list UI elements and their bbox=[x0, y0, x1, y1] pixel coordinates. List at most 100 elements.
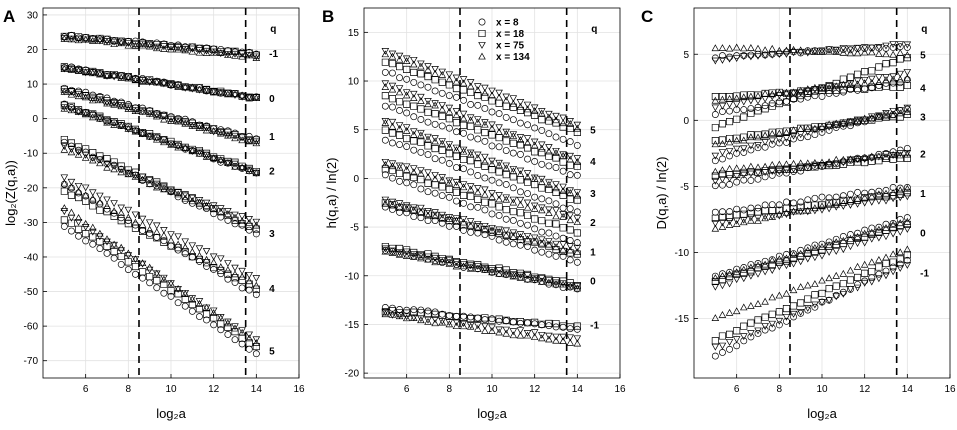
chart-a-data-point bbox=[181, 45, 190, 53]
chart-a-data-point bbox=[195, 85, 204, 93]
chart-a-data-point bbox=[195, 199, 203, 207]
chart-b-data-point bbox=[502, 215, 510, 223]
chart-b-data-point bbox=[395, 163, 404, 171]
chart-c-data-point bbox=[811, 248, 819, 256]
chart-c-data-point bbox=[711, 283, 720, 291]
chart-b-data-point bbox=[452, 179, 461, 186]
chart-a-data-point bbox=[103, 35, 111, 43]
chart-a-data-point bbox=[231, 132, 239, 140]
chart-b-data-point bbox=[509, 217, 517, 224]
chart-c-data-point bbox=[839, 159, 848, 167]
chart-c-data-point bbox=[803, 85, 812, 93]
chart-c-data-point bbox=[775, 263, 784, 271]
chart-c-data-point bbox=[889, 192, 897, 200]
chart-b-data-point bbox=[438, 256, 447, 264]
chart-c-data-point bbox=[761, 46, 769, 54]
chart-a-q-label: 4 bbox=[269, 284, 275, 295]
chart-a-data-point bbox=[88, 156, 97, 164]
chart-a-data-point bbox=[245, 93, 254, 101]
chart-c-data-point bbox=[711, 314, 720, 321]
chart-c-data-point bbox=[726, 213, 734, 221]
chart-b-data-point bbox=[431, 175, 439, 183]
chart-c-data-point bbox=[711, 57, 720, 65]
chart-b-data-point bbox=[530, 107, 539, 114]
chart-a-data-point bbox=[67, 146, 76, 154]
chart-a-data-point bbox=[117, 260, 125, 268]
chart-b-data-point bbox=[460, 191, 468, 199]
chart-b-data-point bbox=[438, 318, 447, 326]
chart-a-data-point bbox=[74, 148, 83, 156]
chart-b-data-point bbox=[530, 174, 539, 182]
chart-b-data-point bbox=[566, 212, 575, 220]
chart-a-data-point bbox=[124, 213, 133, 221]
chart-a-data-point bbox=[81, 110, 90, 118]
chart-b-data-point bbox=[402, 127, 411, 134]
chart-c-data-point bbox=[860, 239, 869, 247]
chart-c-data-point bbox=[732, 55, 741, 63]
chart-c-data-point bbox=[718, 149, 727, 157]
chart-b-data-point bbox=[531, 273, 539, 281]
chart-b-y-tick-label: -5 bbox=[350, 223, 359, 234]
chart-b-data-point bbox=[481, 129, 489, 137]
chart-c-data-point bbox=[889, 150, 897, 158]
chart-c-data-point bbox=[803, 128, 812, 136]
chart-a-data-point bbox=[88, 194, 97, 202]
chart-b-data-point bbox=[438, 139, 447, 147]
chart-c-data-point bbox=[711, 167, 720, 175]
chart-b-data-point bbox=[459, 147, 468, 155]
chart-c-data-point bbox=[747, 214, 755, 222]
chart-a-data-point bbox=[131, 172, 140, 180]
chart-c-x-tick-label: 10 bbox=[816, 384, 828, 395]
chart-b-data-point bbox=[452, 119, 460, 127]
chart-b-data-point bbox=[530, 333, 539, 340]
chart-c-data-point bbox=[789, 159, 798, 167]
chart-c-data-point bbox=[803, 163, 812, 171]
chart-c-data-point bbox=[875, 112, 883, 120]
chart-b-data-point bbox=[467, 157, 475, 165]
chart-a-data-point bbox=[209, 258, 218, 266]
chart-b-data-point bbox=[530, 237, 539, 245]
chart-c-data-point bbox=[726, 53, 734, 61]
chart-a-data-point bbox=[117, 74, 126, 81]
chart-b-data-point bbox=[473, 185, 482, 192]
chart-b-data-point bbox=[516, 331, 525, 339]
chart-a-data-point bbox=[124, 249, 133, 257]
chart-b-data-point bbox=[573, 189, 582, 197]
chart-a-data-point bbox=[181, 144, 190, 152]
chart-c-data-point bbox=[839, 233, 847, 240]
chart-c-data-point bbox=[832, 282, 840, 290]
chart-c-series-q0-triangle-up bbox=[711, 217, 912, 281]
chart-c-data-point bbox=[825, 158, 833, 166]
chart-c-data-point bbox=[818, 276, 826, 284]
chart-b-data-point bbox=[509, 149, 517, 157]
chart-a-data-point bbox=[224, 319, 232, 327]
chart-b-data-point bbox=[566, 282, 575, 289]
chart-a-data-point bbox=[195, 48, 204, 56]
chart-c-data-point bbox=[796, 249, 805, 257]
chart-a-y-tick-label: -70 bbox=[24, 356, 39, 367]
chart-b-data-point bbox=[559, 183, 567, 191]
chart-a-data-point bbox=[252, 350, 260, 358]
chart-c-data-point bbox=[740, 133, 748, 141]
chart-b-series-q3-square bbox=[381, 126, 581, 204]
chart-a-data-point bbox=[195, 147, 203, 155]
chart-c-data-point bbox=[868, 83, 876, 91]
chart-b-data-point bbox=[431, 316, 439, 324]
chart-a-y-axis-label: log₂(Z(q,a)) bbox=[3, 160, 18, 226]
chart-b-data-point bbox=[452, 216, 461, 224]
chart-b-data-point bbox=[409, 130, 418, 138]
chart-c-x-axis-label: log₂a bbox=[807, 406, 837, 421]
chart-c-data-point bbox=[782, 254, 791, 262]
chart-c-data-point bbox=[825, 84, 833, 91]
chart-b-data-point bbox=[438, 192, 446, 199]
chart-c-data-point bbox=[775, 128, 783, 136]
chart-a-data-point bbox=[110, 71, 118, 79]
chart-b-data-point bbox=[452, 181, 461, 188]
chart-a-data-point bbox=[103, 249, 111, 257]
chart-c-data-point bbox=[754, 44, 762, 52]
chart-c-data-point bbox=[818, 289, 826, 298]
chart-c-data-point bbox=[796, 125, 805, 132]
chart-b-data-point bbox=[530, 234, 539, 242]
chart-c-data-point bbox=[797, 163, 805, 171]
chart-a-data-point bbox=[81, 68, 90, 76]
